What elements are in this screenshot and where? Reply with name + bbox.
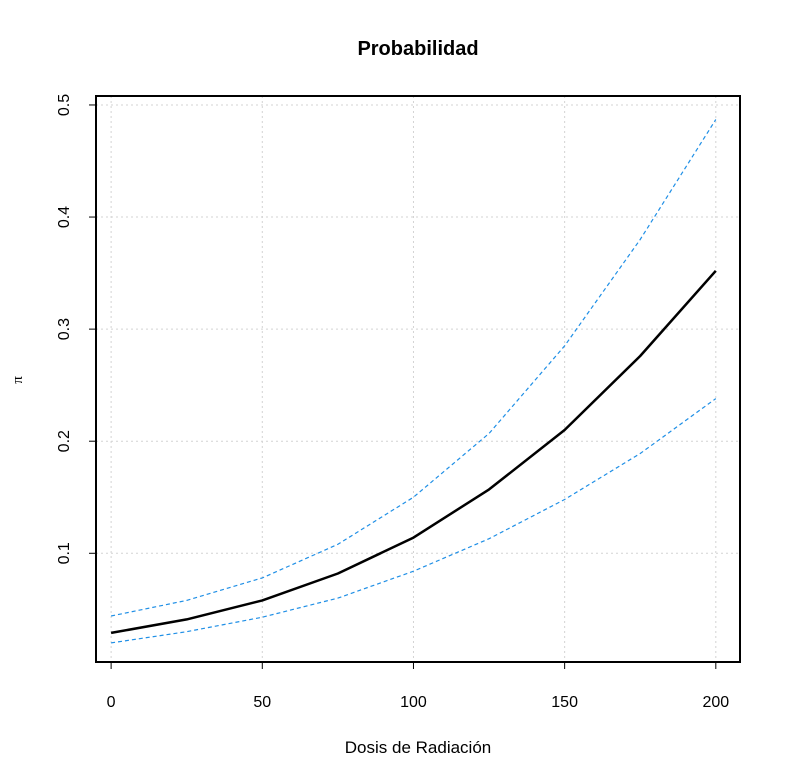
y-tick-label: 0.3 [56,318,73,340]
y-tick-label: 0.1 [56,542,73,564]
x-axis: 0 50 100 150 200 [107,662,729,711]
grid [96,96,740,662]
y-tick-label: 0.5 [56,94,73,116]
y-axis-label: π [10,376,26,384]
plot-frame [95,95,741,663]
y-tick-label: 0.2 [56,430,73,452]
series-line-lower [111,398,717,644]
x-tick-label: 0 [107,694,116,711]
x-tick-label: 50 [253,694,271,711]
y-axis: 0.1 0.2 0.3 0.4 0.5 [56,94,96,564]
x-tick-label: 200 [702,694,729,711]
series-layer [110,119,717,644]
x-axis-label: Dosis de Radiación [345,738,491,757]
x-tick-label: 100 [400,694,427,711]
series-line-fit [110,269,717,635]
x-tick-label: 150 [551,694,578,711]
chart-title: Probabilidad [357,38,478,60]
y-tick-label: 0.4 [56,206,73,228]
